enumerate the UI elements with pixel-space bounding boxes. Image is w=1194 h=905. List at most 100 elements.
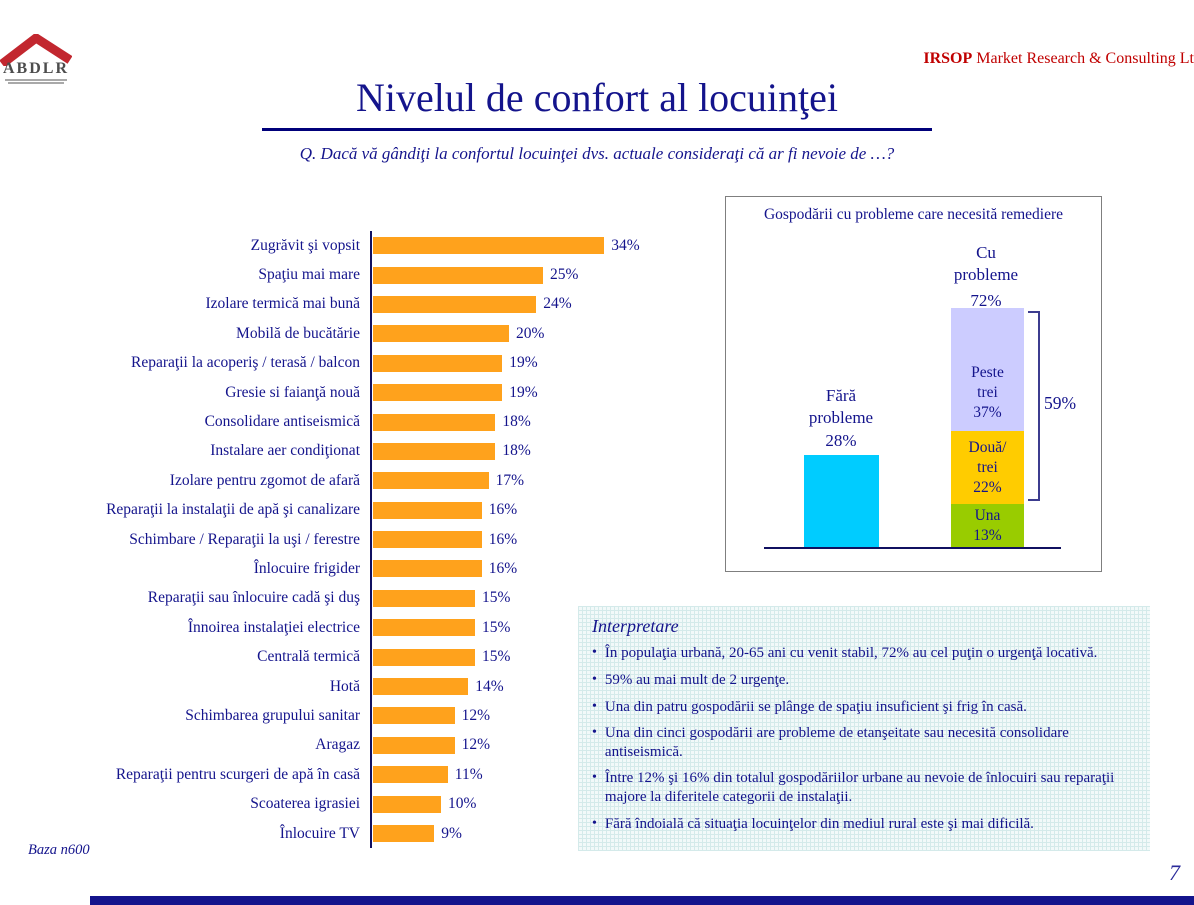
interpretation-box: Interpretare • În populaţia urbană, 20-65…	[578, 606, 1150, 851]
title-underline	[262, 128, 932, 131]
agency-name: IRSOP Market Research & Consulting Lt	[923, 50, 1194, 68]
bar-value-label: 12%	[461, 736, 491, 754]
bar	[373, 707, 455, 725]
bar-track: 14%	[370, 671, 690, 702]
bar	[373, 413, 496, 431]
bar-row: Înlocuire TV 9%	[35, 818, 690, 849]
bar-category-label: Reparaţii la instalaţii de apă şi canali…	[106, 501, 360, 519]
bar-row: Hotă 14%	[35, 671, 690, 702]
bar-track: 18%	[370, 436, 690, 467]
bar-row: Spaţiu mai mare 25%	[35, 260, 690, 290]
bar	[373, 825, 435, 842]
bar-value-label: 20%	[516, 324, 545, 342]
label-line: probleme	[808, 408, 874, 427]
bar	[373, 295, 537, 313]
bar-category-label: Schimbarea grupului sanitar	[185, 706, 360, 724]
bullet-icon: •	[592, 645, 597, 660]
bar-row: Reparaţii la acoperiş / terasă / balcon 1…	[35, 348, 690, 378]
label-line: Cu	[976, 243, 996, 262]
bar	[373, 648, 475, 666]
bar	[373, 560, 482, 578]
bar-value-label: 16%	[488, 501, 518, 519]
fara-probleme-label: Fără probleme	[766, 385, 916, 429]
bar	[373, 795, 441, 813]
bar	[373, 736, 455, 754]
bar	[373, 354, 503, 372]
bullet-text: Una din patru gospodării se plânge de sp…	[604, 698, 1027, 715]
bar-value-label: 34%	[611, 236, 640, 254]
bullet-icon: •	[592, 671, 597, 687]
bar-value-label: 12%	[461, 706, 491, 724]
bar-track: 18%	[370, 407, 690, 437]
segment-value: 13%	[973, 526, 1002, 544]
bar-row: Înnoirea instalaţiei electrice 15%	[35, 613, 690, 643]
chart-baseline	[764, 547, 1061, 549]
bar-category-label: Instalare aer condiţionat	[210, 442, 360, 460]
bar-value-label: 25%	[550, 266, 579, 284]
bar-row: Izolare pentru zgomot de afară 17%	[35, 466, 690, 496]
bar-row: Izolare termică mai bună 24%	[35, 289, 690, 320]
bar-category-label: Înnoirea instalaţiei electrice	[187, 618, 360, 636]
segment-value: 22%	[973, 478, 1002, 496]
bar-value-label: 14%	[475, 677, 504, 695]
bar	[373, 325, 509, 343]
bullet-text: Una din cinci gospodării are probleme de…	[604, 725, 1069, 760]
bar-value-label: 19%	[509, 383, 538, 401]
abdlr-logo: ABDLR	[0, 34, 76, 85]
bar-track: 20%	[370, 319, 690, 349]
bar-value-label: 17%	[495, 471, 525, 489]
bullet-icon: •	[592, 815, 597, 831]
bullet-text: 59% au mai mult de 2 urgenţe.	[604, 671, 790, 688]
segment-value: 37%	[973, 404, 1002, 421]
stack-segment: Peste trei 37%	[951, 308, 1024, 431]
bar	[373, 266, 543, 284]
bar-row: Înlocuire frigider 16%	[35, 554, 690, 584]
bracket	[1028, 311, 1040, 501]
bar-category-label: Schimbare / Reparaţii la uşi / ferestre	[129, 530, 360, 548]
bar-value-label: 18%	[502, 413, 531, 431]
bar-value-label: 19%	[509, 354, 538, 372]
interpretation-bullet: • 59% au mai mult de 2 urgenţe.	[592, 671, 1134, 689]
interpretation-bullet: • Una din cinci gospodării are probleme d…	[592, 724, 1134, 761]
bar-track: 16%	[370, 495, 690, 525]
segment-label-line: Două/	[968, 438, 1007, 456]
bar-category-label: Izolare pentru zgomot de afară	[169, 471, 360, 489]
survey-question: Q. Dacă vă gândiţi la confortul locuinţe…	[299, 144, 895, 163]
bar-category-label: Scoaterea igrasiei	[250, 795, 360, 813]
cu-probleme-stacked-bar: Peste trei 37% Două/trei 22% Una 13%	[951, 308, 1024, 547]
page-number: 7	[1169, 860, 1180, 885]
bar-row: Gresie si faianţă nouă 19%	[35, 377, 690, 408]
bar-value-label: 15%	[482, 589, 511, 607]
bracket-value-label: 59%	[1044, 393, 1077, 413]
bar-value-label: 18%	[502, 442, 531, 460]
bar	[373, 678, 469, 696]
fara-probleme-value: 28%	[825, 431, 857, 450]
interpretation-title: Interpretare	[592, 616, 679, 636]
bar-value-label: 11%	[454, 765, 483, 783]
bar-category-label: Consolidare antiseismică	[204, 413, 360, 431]
bar-category-label: Reparaţii pentru scurgeri de apă în casă	[115, 765, 360, 783]
interpretation-bullet: • În populaţia urbană, 20-65 ani cu venit…	[592, 644, 1134, 662]
bar-track: 16%	[370, 554, 690, 584]
cu-probleme-value: 72%	[970, 291, 1002, 310]
bar-category-label: Mobilă de bucătărie	[236, 324, 360, 342]
bar-row: Mobilă de bucătărie 20%	[35, 319, 690, 349]
bar-track: 10%	[370, 789, 690, 819]
bar-category-label: Izolare termică mai bună	[205, 295, 361, 313]
bar	[373, 472, 489, 490]
bar-track: 16%	[370, 524, 690, 555]
bar	[373, 619, 475, 637]
bar-category-label: Gresie si faianţă nouă	[225, 383, 360, 401]
interpretation-bullet: • Între 12% şi 16% din totalul gospodării…	[592, 769, 1134, 806]
bar-track: 9%	[370, 818, 690, 849]
bar-track: 11%	[370, 760, 690, 790]
bar-track: 34%	[370, 231, 690, 261]
bar-row: Centrală termică 15%	[35, 642, 690, 672]
sample-base-note: Baza n600	[28, 842, 90, 858]
bar	[373, 237, 605, 255]
bullet-icon: •	[592, 725, 597, 741]
bar-category-label: Zugrăvit şi vopsit	[250, 236, 360, 254]
stack-segment: Una 13%	[951, 504, 1024, 547]
bar-track: 12%	[370, 701, 690, 731]
